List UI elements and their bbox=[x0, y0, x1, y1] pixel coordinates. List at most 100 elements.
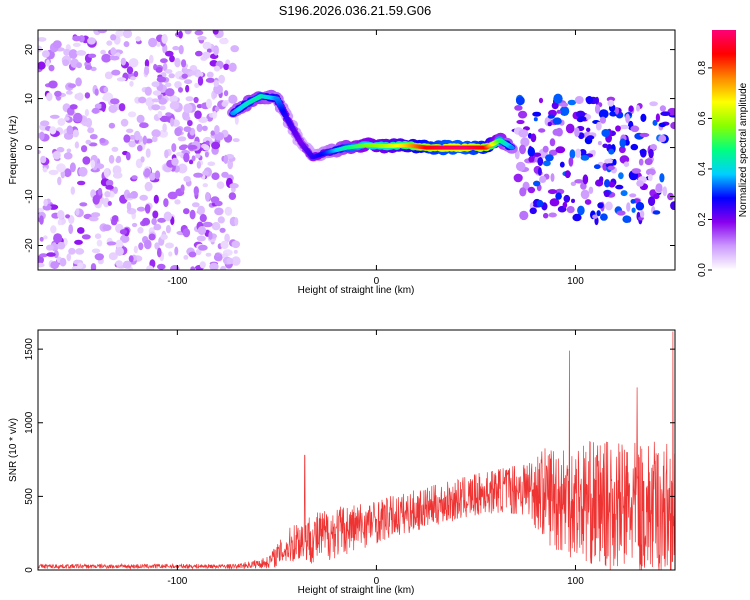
heatmap-cell bbox=[151, 81, 160, 88]
heatmap-cell bbox=[137, 145, 143, 152]
heatmap-cell bbox=[519, 144, 526, 155]
heatmap-cell bbox=[203, 145, 210, 151]
heatmap-cell bbox=[591, 149, 596, 156]
heatmap-cell bbox=[152, 90, 162, 96]
heatmap-cell bbox=[162, 62, 168, 72]
heatmap-cell bbox=[153, 194, 159, 204]
heatmap-cell bbox=[205, 191, 211, 202]
heatmap-cell bbox=[91, 248, 101, 254]
heatmap-cell bbox=[552, 128, 561, 136]
heatmap-cell bbox=[66, 90, 73, 95]
heatmap-cell bbox=[76, 62, 82, 69]
heatmap-cell bbox=[580, 189, 590, 200]
heatmap-cell bbox=[224, 206, 233, 216]
heatmap-cell bbox=[39, 253, 48, 258]
heatmap-cell bbox=[214, 125, 220, 135]
heatmap-cell bbox=[635, 201, 645, 211]
heatmap-cell bbox=[549, 198, 560, 207]
heatmap-cell bbox=[639, 132, 650, 138]
heatmap-cell bbox=[122, 260, 132, 269]
heatmap-cell bbox=[659, 105, 667, 112]
heatmap-cell bbox=[88, 53, 97, 58]
heatmap-cell bbox=[592, 214, 598, 219]
heatmap-cell bbox=[144, 168, 151, 178]
heatmap-cell bbox=[136, 206, 146, 212]
heatmap-cell bbox=[120, 57, 127, 66]
heatmap-cell bbox=[87, 37, 96, 45]
heatmap-cell bbox=[648, 196, 656, 207]
heatmap-cell bbox=[91, 212, 101, 218]
heatmap-cell bbox=[63, 168, 72, 178]
heatmap-cell bbox=[159, 105, 166, 111]
heatmap-cell bbox=[165, 242, 174, 249]
heatmap-cell bbox=[578, 132, 585, 140]
heatmap-cell bbox=[193, 172, 204, 178]
heatmap-cell bbox=[197, 226, 207, 235]
heatmap-cell bbox=[533, 152, 542, 157]
heatmap-cell bbox=[199, 261, 206, 269]
heatmap-cell bbox=[527, 186, 536, 194]
heatmap-cell bbox=[82, 156, 91, 165]
heatmap-cell bbox=[38, 45, 43, 53]
heatmap-cell bbox=[559, 161, 565, 168]
heatmap-cell bbox=[75, 208, 80, 216]
heatmap-cell bbox=[224, 233, 230, 243]
heatmap-cell bbox=[157, 217, 167, 223]
heatmap-cell bbox=[537, 167, 542, 176]
heatmap-cell bbox=[551, 102, 559, 110]
heatmap-cell bbox=[226, 257, 234, 265]
heatmap-cell bbox=[142, 135, 148, 145]
heatmap-cell bbox=[48, 80, 58, 89]
heatmap-cell bbox=[56, 146, 65, 153]
colorbar-ticks: 0.0 0.2 0.4 0.6 0.8 bbox=[697, 61, 712, 277]
heatmap-cell bbox=[543, 212, 549, 219]
heatmap-cell bbox=[146, 265, 154, 270]
heatmap-cell bbox=[670, 201, 675, 210]
heatmap-cell bbox=[74, 239, 83, 245]
heatmap-cell bbox=[135, 36, 141, 42]
heatmap-cell bbox=[204, 151, 209, 158]
heatmap-cell bbox=[120, 118, 129, 127]
heatmap-cell bbox=[151, 98, 160, 103]
heatmap-cell bbox=[168, 73, 175, 79]
heatmap-cell bbox=[206, 98, 212, 109]
heatmap-cell bbox=[644, 158, 653, 166]
heatmap-cell bbox=[211, 172, 220, 180]
heatmap-cell bbox=[213, 46, 219, 56]
heatmap-cell bbox=[221, 171, 229, 178]
heatmap-cell bbox=[174, 246, 179, 256]
heatmap-cell bbox=[113, 186, 118, 194]
y-tick-label: 0 bbox=[24, 144, 35, 150]
heatmap-cell bbox=[527, 146, 535, 157]
heatmap-cell bbox=[126, 66, 134, 75]
heatmap-cell bbox=[516, 119, 525, 125]
heatmap-cell bbox=[528, 156, 535, 163]
heatmap-cell bbox=[625, 113, 630, 124]
heatmap-cell bbox=[151, 136, 158, 143]
heatmap-cell bbox=[81, 234, 91, 240]
heatmap-cell bbox=[165, 82, 172, 88]
heatmap-cell bbox=[129, 134, 136, 140]
heatmap-cell bbox=[559, 102, 569, 108]
heatmap-cell bbox=[106, 241, 117, 246]
heatmap-cell bbox=[228, 192, 237, 201]
heatmap-cell bbox=[151, 104, 161, 111]
spectrogram-heatmap bbox=[38, 30, 675, 270]
heatmap-cell bbox=[119, 229, 128, 235]
heatmap-cell bbox=[605, 201, 613, 211]
heatmap-cell bbox=[234, 217, 239, 226]
heatmap-cell bbox=[112, 172, 123, 179]
heatmap-cell bbox=[123, 134, 131, 143]
heatmap-cell bbox=[645, 168, 656, 176]
heatmap-cell bbox=[123, 41, 130, 48]
heatmap-cell bbox=[574, 179, 584, 184]
heatmap-cell bbox=[230, 45, 239, 53]
heatmap-cell bbox=[169, 95, 178, 103]
heatmap-cell bbox=[144, 239, 152, 250]
heatmap-cell bbox=[209, 262, 219, 270]
heatmap-cell bbox=[194, 110, 202, 119]
heatmap-cell bbox=[71, 266, 82, 270]
heatmap-cell bbox=[144, 65, 150, 76]
